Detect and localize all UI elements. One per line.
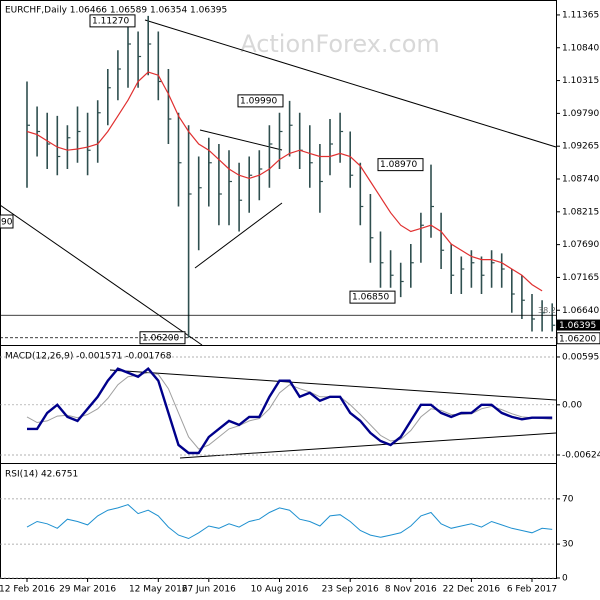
- x-tick-label: 12 Feb 2016: [0, 585, 55, 595]
- series-line: [27, 367, 553, 455]
- y-tick-label: 1.10315: [562, 76, 599, 86]
- moving-average: [26, 71, 543, 292]
- y-tick-label: 70: [562, 494, 574, 504]
- annotation-label: 1.11270: [92, 16, 129, 26]
- series-line: [26, 504, 553, 540]
- y-tick-label: 0.005953: [562, 352, 600, 362]
- y-tick-label: -0.006243: [562, 450, 600, 460]
- annotation-box: [377, 158, 424, 172]
- x-tick-label: 10 Aug 2016: [251, 585, 309, 595]
- annotation-label: 1.09990: [240, 96, 277, 106]
- trend-line: [109, 369, 557, 401]
- y-tick-label: 0.00: [562, 400, 582, 410]
- annotation-label: 1.06850: [352, 293, 389, 303]
- y-tick-label: 1.07690: [562, 240, 599, 250]
- fib-label: 38.2: [538, 306, 556, 315]
- annotation-label: 1.06200: [142, 333, 179, 343]
- y-tick-label: 1.10840: [562, 43, 599, 53]
- trend-line: [144, 19, 557, 148]
- x-tick-label: 12 May 2016: [129, 585, 188, 595]
- annotation-box: [349, 290, 396, 304]
- y-tick-label: 1.09790: [562, 109, 599, 119]
- annotation-label: 1.08970: [380, 160, 417, 170]
- x-tick-label: 22 Dec 2016: [443, 585, 501, 595]
- trend-line: [199, 129, 283, 151]
- macd-title: MACD(12,26,9) -0.001571 -0.001768: [5, 352, 172, 362]
- price-title: EURCHF,Daily 1.06466 1.06589 1.06354 1.0…: [5, 6, 227, 16]
- y-tick-label: 0: [562, 574, 568, 584]
- rsi-title: RSI(14) 42.6751: [5, 470, 78, 480]
- y-tick-label: 1.11365: [562, 10, 599, 20]
- trend-line: [194, 202, 283, 269]
- y-tick-label: 1.06640: [562, 306, 599, 316]
- annotation-box: [237, 94, 284, 108]
- trend-line: [0, 204, 203, 346]
- y-tick-label: 1.08740: [562, 175, 599, 185]
- x-tick-label: 6 Feb 2017: [507, 585, 557, 595]
- x-tick-label: 27 Jun 2016: [182, 585, 236, 595]
- support-box: [556, 332, 600, 345]
- left-label-box: [0, 214, 14, 229]
- left-label: 90: [1, 218, 13, 228]
- annotation-box: [89, 14, 136, 28]
- x-tick-label: 23 Sep 2016: [322, 585, 379, 595]
- y-tick-label: 1.07165: [562, 273, 599, 283]
- trend-line: [179, 432, 557, 459]
- support-label: 1.06200: [559, 334, 596, 344]
- series-line: [26, 372, 553, 450]
- y-tick-label: 30: [562, 540, 574, 550]
- x-tick-label: 29 Mar 2016: [59, 585, 116, 595]
- plot-frame: [0, 0, 557, 579]
- y-tick-label: 1.09265: [562, 142, 599, 152]
- current-label: 1.06395: [559, 321, 596, 331]
- x-tick-label: 8 Nov 2016: [385, 585, 437, 595]
- watermark: ActionForex.com: [240, 30, 440, 58]
- y-tick-label: 1.08215: [562, 207, 599, 217]
- current-box: [557, 319, 600, 331]
